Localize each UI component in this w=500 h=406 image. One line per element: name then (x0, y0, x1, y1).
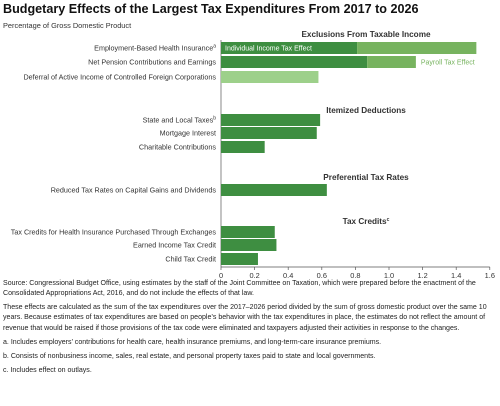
footnote-a: a. Includes employers’ contributions for… (3, 338, 382, 346)
chart-subtitle: Percentage of Gross Domestic Product (3, 21, 132, 30)
bar-individual (221, 127, 317, 139)
annotation-corporate: Corporate Income Tax Effect (323, 75, 412, 82)
bar-payroll (367, 56, 416, 68)
category-label: State and Local Taxesb (143, 116, 217, 125)
category-label: Mortgage Interest (160, 129, 216, 138)
x-tick-label: 0.6 (317, 271, 327, 280)
bar-individual (221, 141, 265, 153)
annotation-payroll: Payroll Tax Effect (421, 60, 475, 67)
source-note: Source: Congressional Budget Office, usi… (3, 280, 476, 298)
group-heading: Itemized Deductions (326, 106, 406, 115)
category-label: Charitable Contributions (139, 143, 217, 152)
bar-corporate (221, 71, 319, 83)
group-heading: Preferential Tax Rates (323, 173, 409, 182)
category-label: Earned Income Tax Credit (133, 241, 216, 250)
bar-individual (221, 184, 327, 196)
bar-individual (221, 226, 275, 238)
bar-payroll (357, 42, 477, 54)
bar-individual (221, 253, 258, 265)
bar-chart: 0 0.2 0.4 0.6 0.8 1.0 1.2 1.4 1.6 Exclusions From… (11, 30, 495, 280)
x-tick-label: 0 (219, 271, 223, 280)
annotation-individual: Individual Income Tax Effect (225, 46, 312, 53)
bar-individual (221, 42, 358, 54)
chart-title: Budgetary Effects of the Largest Tax Exp… (3, 2, 419, 16)
group-heading: Exclusions From Taxable Income (301, 30, 431, 39)
x-tick-label: 1.0 (384, 271, 394, 280)
category-label: Child Tax Credit (165, 255, 216, 264)
category-label: Net Pension Contributions and Earnings (88, 58, 216, 67)
footnote-b: b. Consists of nonbusiness income, sales… (3, 353, 376, 361)
notes-section: Source: Congressional Budget Office, usi… (3, 279, 497, 381)
x-tick-label: 0.4 (283, 271, 293, 280)
category-label: Employment-Based Health Insurancea (94, 44, 216, 53)
bar-individual (221, 114, 321, 126)
bar-individual (221, 239, 277, 251)
group-heading: Tax Creditsc (343, 217, 390, 226)
x-tick-label: 0.2 (249, 271, 259, 280)
category-label: Reduced Tax Rates on Capital Gains and D… (51, 186, 217, 195)
bar-individual (221, 56, 368, 68)
x-tick-label: 1.4 (451, 271, 461, 280)
x-tick-label: 1.6 (485, 271, 495, 280)
category-label: Deferral of Active Income of Controlled … (23, 73, 216, 82)
explanation-note: These effects are calculated as the sum … (3, 304, 487, 332)
x-tick-label: 0.8 (350, 271, 360, 280)
footnote-c: c. Includes effect on outlays. (3, 367, 92, 375)
x-tick-label: 1.2 (417, 271, 427, 280)
category-label: Tax Credits for Health Insurance Purchas… (11, 228, 217, 237)
